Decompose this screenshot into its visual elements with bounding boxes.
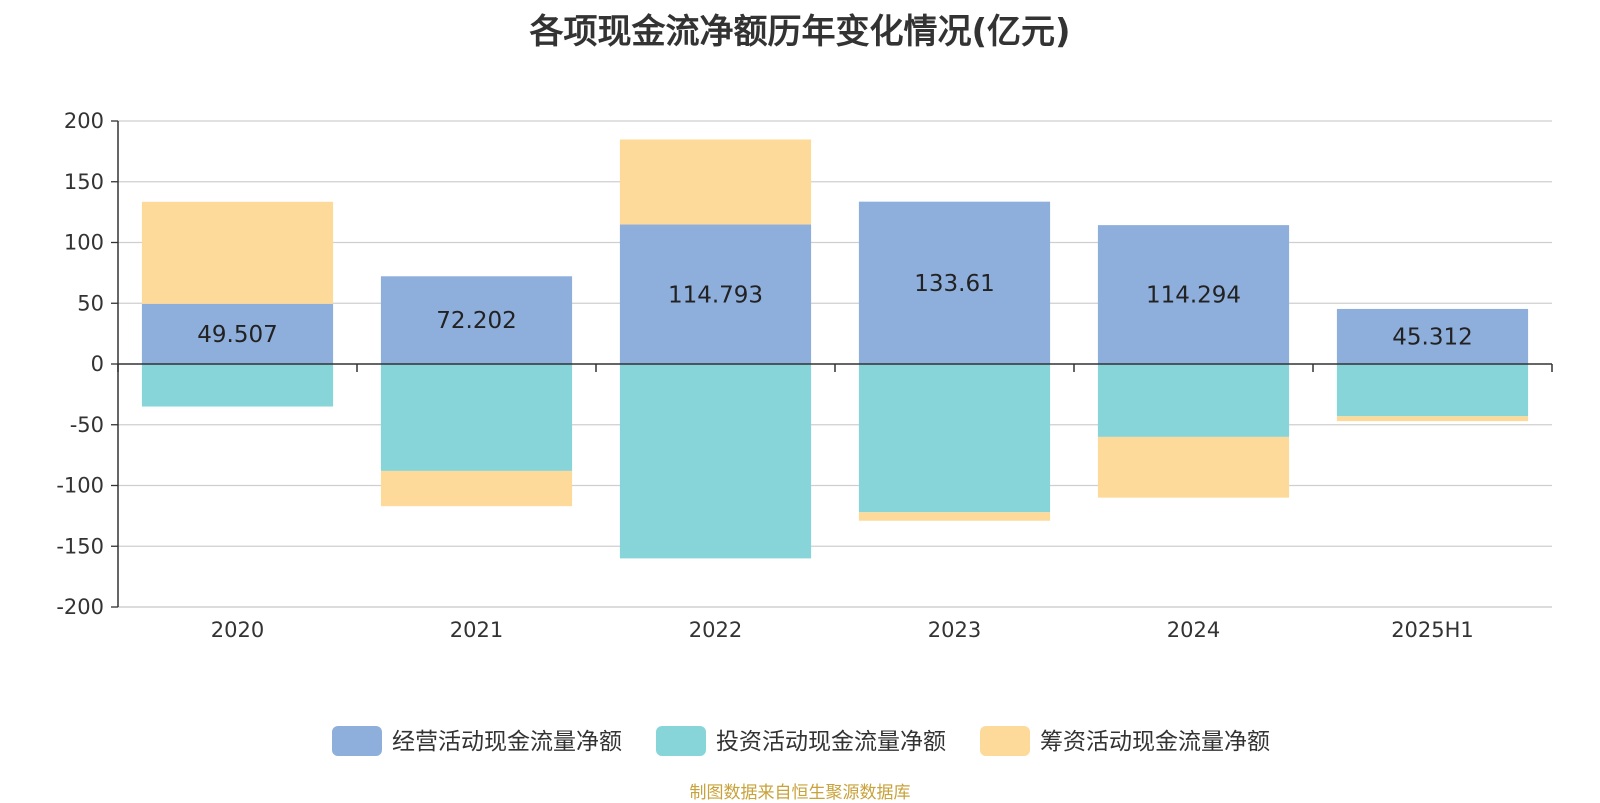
y-tick-label: -50 xyxy=(70,413,104,437)
data-label: 72.202 xyxy=(436,308,516,334)
x-tick-label: 2024 xyxy=(1167,618,1220,642)
y-tick-label: 200 xyxy=(64,109,104,133)
bar-2021-series-1 xyxy=(380,364,573,471)
axes: 200 150 100 50 0 -50 -100 -150 -200 2020 2021 2022 2… xyxy=(56,109,1553,642)
x-tick-label: 2023 xyxy=(928,618,981,642)
grid-lines xyxy=(118,120,1552,608)
data-label: 114.294 xyxy=(1146,283,1241,309)
bar-2020-series-2 xyxy=(141,201,334,304)
bar-2021-series-2 xyxy=(380,470,573,507)
y-tick-label: 150 xyxy=(64,170,104,194)
y-tick-label: 50 xyxy=(77,291,104,315)
legend-label: 投资活动现金流量净额 xyxy=(716,729,946,755)
bar-2023-series-2 xyxy=(858,512,1051,521)
x-tick-label: 2022 xyxy=(689,618,742,642)
legend-label: 经营活动现金流量净额 xyxy=(392,729,622,755)
data-label: 133.61 xyxy=(914,271,994,297)
bar-2025H1-series-2 xyxy=(1336,416,1529,422)
bar-2025H1-series-1 xyxy=(1336,364,1529,417)
bar-2024-series-1 xyxy=(1097,364,1290,437)
x-tick-label: 2020 xyxy=(211,618,264,642)
bar-2023-series-0 xyxy=(858,201,1051,364)
y-tick-label: 0 xyxy=(91,352,104,376)
bar-2025H1-series-0 xyxy=(1336,308,1529,364)
bar-2022-series-1 xyxy=(619,364,812,559)
y-tick-label: -200 xyxy=(56,595,104,619)
legend: 经营活动现金流量净额 投资活动现金流量净额 筹资活动现金流量净额 xyxy=(332,726,1270,756)
legend-swatch xyxy=(332,726,382,756)
data-label: 45.312 xyxy=(1392,324,1472,350)
y-tick-label: -150 xyxy=(56,534,104,558)
data-label: 49.507 xyxy=(197,322,277,348)
x-tick-label: 2021 xyxy=(450,618,503,642)
y-tick-label: -100 xyxy=(56,474,104,498)
bar-2024-series-2 xyxy=(1097,436,1290,498)
bar-2020-series-0 xyxy=(141,303,334,364)
bars xyxy=(141,139,1529,559)
x-tick-label: 2025H1 xyxy=(1391,618,1474,642)
bar-2021-series-0 xyxy=(380,276,573,364)
bar-2020-series-1 xyxy=(141,364,334,407)
y-tick-label: 100 xyxy=(64,231,104,255)
legend-swatch xyxy=(980,726,1030,756)
bar-2022-series-2 xyxy=(619,139,812,225)
legend-swatch xyxy=(656,726,706,756)
legend-label: 筹资活动现金流量净额 xyxy=(1040,729,1270,755)
bar-2022-series-0 xyxy=(619,224,812,364)
bar-2023-series-1 xyxy=(858,364,1051,513)
data-label: 114.793 xyxy=(668,282,763,308)
chart-title: 各项现金流净额历年变化情况(亿元) xyxy=(529,12,1071,52)
bar-2024-series-0 xyxy=(1097,225,1290,364)
bar-labels: 49.507 72.202 114.793 133.61 114.294 45.312 xyxy=(197,271,1472,351)
source-note: 制图数据来自恒生聚源数据库 xyxy=(689,783,911,803)
